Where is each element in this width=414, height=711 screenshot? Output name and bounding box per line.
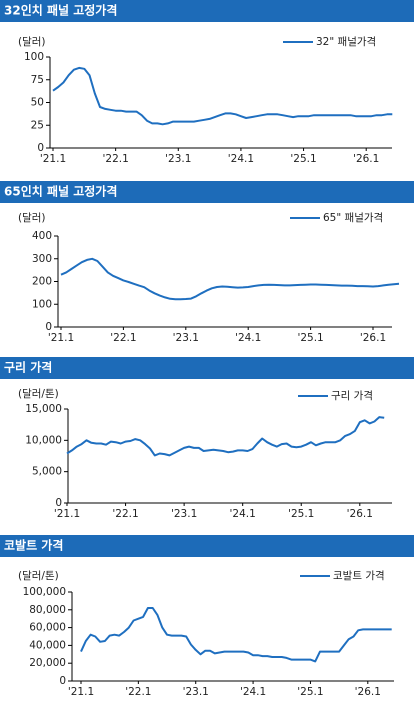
header-bar [0, 535, 414, 557]
x-tick-label: '26.1 [347, 508, 373, 520]
x-tick-label: '21.1 [40, 153, 66, 165]
x-tick-label: '24.1 [228, 153, 254, 165]
legend-label: 구리 가격 [331, 389, 373, 402]
y-tick-label: 50 [31, 97, 44, 109]
legend-label: 65" 패널가격 [323, 211, 383, 224]
x-tick-label: '22.1 [110, 332, 136, 344]
y-tick-label: 0 [45, 321, 52, 333]
y-tick-label: 300 [32, 253, 52, 265]
x-tick-label: '23.1 [165, 153, 191, 165]
y-tick-label: 25 [31, 119, 44, 131]
y-tick-label: 5,000 [32, 466, 62, 478]
y-tick-label: 80,000 [29, 604, 66, 616]
line-series [80, 607, 392, 663]
y-tick-label: 0 [37, 142, 44, 154]
x-tick-label: '26.1 [353, 153, 379, 165]
unit-label: (달러/톤) [18, 388, 59, 400]
legend-label: 코발트 가격 [333, 569, 385, 582]
x-tick-label: '26.1 [355, 686, 381, 698]
panel-title: 65인치 패널 고정가격 [4, 184, 117, 199]
x-tick-label: '22.1 [125, 686, 151, 698]
x-tick-label: '24.1 [235, 332, 261, 344]
x-tick-label: '24.1 [240, 686, 266, 698]
x-tick-label: '25.1 [297, 332, 323, 344]
y-tick-label: 100,000 [23, 586, 66, 598]
y-tick-label: 100 [24, 51, 44, 63]
header-bar [0, 0, 414, 22]
y-tick-label: 200 [32, 276, 52, 288]
y-tick-label: 10,000 [25, 434, 62, 446]
x-tick-label: '26.1 [360, 332, 386, 344]
x-tick-label: '25.1 [290, 153, 316, 165]
x-tick-label: '24.1 [230, 508, 256, 520]
x-tick-label: '21.1 [48, 332, 74, 344]
legend-label: 32" 패널가격 [316, 35, 376, 48]
y-tick-label: 0 [55, 497, 62, 509]
y-tick-label: 15,000 [25, 403, 62, 415]
y-tick-label: 75 [31, 74, 44, 86]
x-tick-label: '23.1 [183, 686, 209, 698]
line-series [66, 416, 385, 457]
unit-label: (달러) [18, 36, 46, 48]
x-tick-label: '22.1 [112, 508, 138, 520]
y-tick-label: 400 [32, 230, 52, 242]
y-tick-label: 20,000 [29, 657, 66, 669]
header-bar [0, 181, 414, 203]
unit-label: (달러) [18, 212, 46, 224]
y-tick-label: 40,000 [29, 639, 66, 651]
x-tick-label: '25.1 [297, 686, 323, 698]
y-tick-label: 60,000 [29, 622, 66, 634]
panel-title: 32인치 패널 고정가격 [4, 3, 117, 18]
line-series [52, 66, 393, 126]
panel-title: 구리 가격 [4, 360, 52, 375]
x-tick-label: '23.1 [173, 332, 199, 344]
x-tick-label: '23.1 [171, 508, 197, 520]
x-tick-label: '21.1 [68, 686, 94, 698]
y-tick-label: 100 [32, 298, 52, 310]
panel-title: 코발트 가격 [4, 538, 63, 553]
unit-label: (달러/톤) [18, 570, 59, 582]
x-tick-label: '25.1 [288, 508, 314, 520]
header-bar [0, 357, 414, 379]
x-tick-label: '21.1 [54, 508, 80, 520]
line-series [60, 257, 400, 301]
x-tick-label: '22.1 [103, 153, 129, 165]
y-tick-label: 0 [59, 675, 66, 687]
